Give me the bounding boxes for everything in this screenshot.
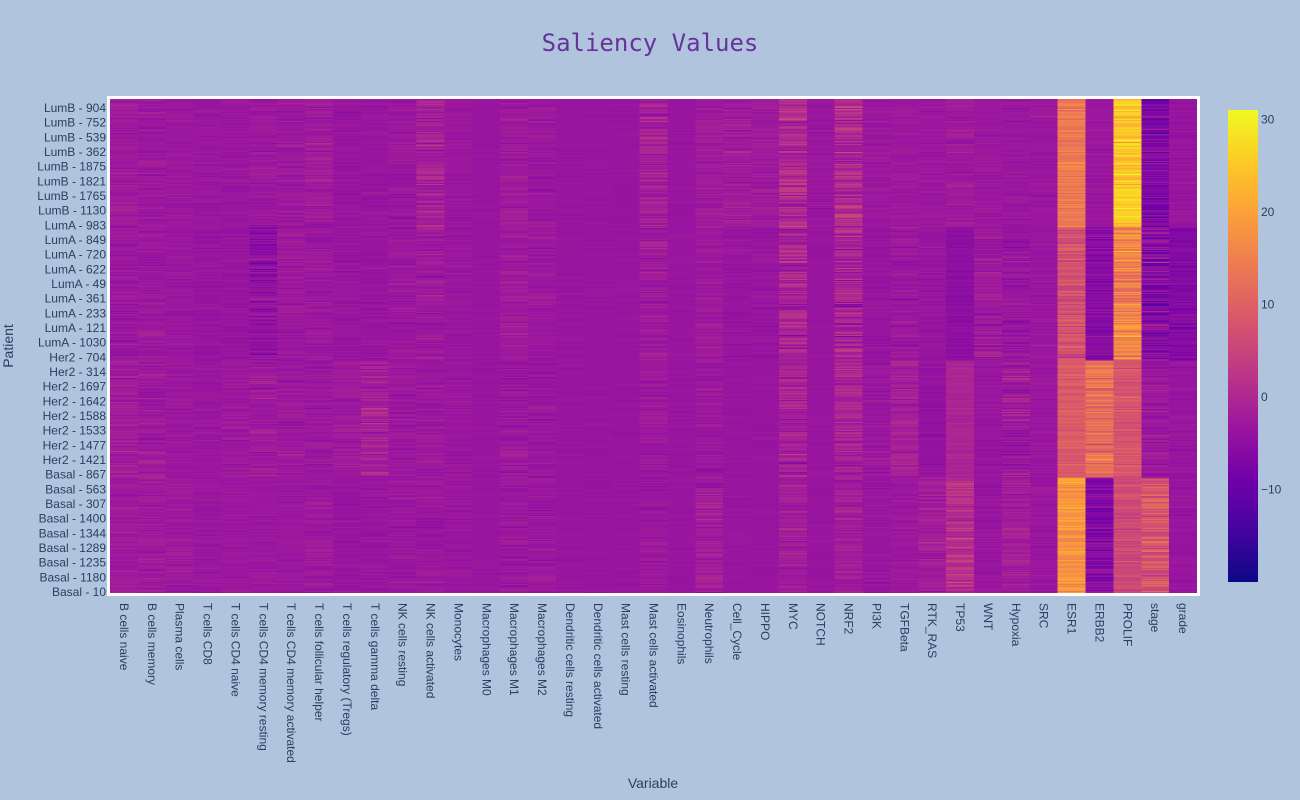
colorbar-tick-label: −10 (1261, 482, 1282, 496)
y-tick-label: LumA - 121 (45, 321, 107, 335)
y-tick-label: Basal - 563 (45, 482, 106, 496)
x-tick-label: NOTCH (814, 603, 828, 646)
x-tick-label: B cells memory (145, 603, 159, 685)
y-tick-label: Basal - 1400 (39, 512, 107, 526)
x-tick-label: TP53 (953, 603, 967, 632)
x-tick-labels: B cells naive B cells memory Plasma cells T… (117, 603, 1190, 763)
y-tick-label: Her2 - 314 (49, 365, 106, 379)
colorbar-tick-label: 0 (1261, 390, 1268, 404)
x-tick-label: Dendritic cells resting (563, 603, 577, 717)
x-tick-label: T cells CD8 (201, 603, 215, 665)
x-tick-label: Macrophages M2 (535, 603, 549, 696)
x-tick-label: T cells follicular helper (312, 603, 326, 722)
x-tick-label: Mast cells resting (619, 603, 633, 696)
y-tick-label: Her2 - 1533 (43, 424, 107, 438)
x-tick-label: Mast cells activated (647, 603, 661, 708)
y-tick-label: Basal - 867 (45, 468, 106, 482)
x-tick-label: Hypoxia (1009, 603, 1023, 647)
x-tick-label: WNT (981, 603, 995, 631)
x-tick-label: NK cells activated (424, 603, 438, 698)
plot-area[interactable] (110, 99, 1197, 593)
y-tick-label: Her2 - 1697 (43, 380, 107, 394)
x-tick-label: Neutrophils (702, 603, 716, 664)
colorbar-gradient (1228, 110, 1258, 582)
x-tick-label: Plasma cells (173, 603, 187, 670)
y-tick-label: LumB - 362 (44, 145, 106, 159)
y-tick-label: LumB - 752 (44, 116, 106, 130)
y-tick-label: Her2 - 1421 (43, 453, 107, 467)
x-tick-label: T cells gamma delta (368, 603, 382, 710)
x-tick-label: T cells CD4 naive (228, 603, 242, 697)
y-tick-label: Basal - 1289 (39, 541, 107, 555)
x-tick-label: MYC (786, 603, 800, 630)
y-tick-label: Basal - 1344 (39, 526, 107, 540)
y-tick-label: LumB - 1875 (37, 160, 106, 174)
x-tick-label: Eosinophils (674, 603, 688, 664)
colorbar: 30 20 10 0 −10 (1228, 110, 1282, 582)
x-tick-label: HIPPO (758, 603, 772, 640)
x-tick-label: Macrophages M1 (507, 603, 521, 696)
y-tick-label: Basal - 10 (52, 585, 106, 599)
y-tick-label: Basal - 1235 (39, 556, 107, 570)
x-tick-label: ESR1 (1065, 603, 1079, 635)
y-tick-label: LumA - 720 (45, 248, 107, 262)
x-tick-label: B cells naive (117, 603, 131, 671)
x-tick-label: RTK_RAS (925, 603, 939, 658)
chart-title: Saliency Values (542, 29, 759, 57)
colorbar-tick-label: 30 (1261, 112, 1275, 126)
x-tick-label: Macrophages M0 (479, 603, 493, 696)
x-tick-label: NRF2 (842, 603, 856, 635)
colorbar-tick-label: 20 (1261, 205, 1275, 219)
y-tick-label: Basal - 1180 (40, 570, 107, 584)
y-tick-label: LumB - 1130 (38, 204, 106, 218)
x-tick-label: PI3K (869, 603, 883, 629)
y-tick-label: Her2 - 704 (49, 350, 106, 364)
y-tick-label: LumB - 1821 (37, 174, 106, 188)
x-tick-label: Monocytes (451, 603, 465, 661)
y-tick-label: LumB - 904 (44, 101, 106, 115)
x-tick-label: SRC (1037, 603, 1051, 629)
x-tick-label: Dendritic cells activated (591, 603, 605, 729)
x-tick-label: T cells CD4 memory resting (256, 603, 270, 751)
y-tick-label: LumA - 622 (45, 262, 107, 276)
x-tick-label: stage (1148, 603, 1162, 633)
heatmap-cells[interactable] (110, 99, 1197, 593)
x-tick-label: PROLIF (1120, 603, 1134, 646)
y-tick-label: Basal - 307 (45, 497, 106, 511)
y-tick-label: LumA - 233 (45, 306, 107, 320)
y-tick-label: LumA - 361 (45, 292, 107, 306)
y-tick-label: Her2 - 1588 (43, 409, 107, 423)
x-tick-label: NK cells resting (396, 603, 410, 686)
x-tick-label: T cells regulatory (Tregs) (340, 603, 354, 736)
y-tick-label: LumB - 539 (44, 130, 106, 144)
x-tick-label: TGFBeta (897, 603, 911, 652)
y-tick-label: Her2 - 1642 (43, 394, 107, 408)
x-tick-label: Cell_Cycle (730, 603, 744, 661)
x-tick-label: T cells CD4 memory activated (284, 603, 298, 763)
x-axis-title: Variable (628, 775, 679, 791)
y-tick-label: LumB - 1765 (37, 189, 106, 203)
y-tick-label: Her2 - 1477 (43, 438, 107, 452)
x-tick-label: ERBB2 (1092, 603, 1106, 643)
colorbar-tick-label: 10 (1261, 297, 1275, 311)
y-tick-label: LumA - 1030 (38, 336, 106, 350)
y-axis-title: Patient (0, 324, 16, 368)
y-tick-label: LumA - 849 (45, 233, 107, 247)
x-tick-label: grade (1176, 603, 1190, 634)
y-tick-label: LumA - 49 (51, 277, 106, 291)
y-tick-label: LumA - 983 (45, 218, 107, 232)
